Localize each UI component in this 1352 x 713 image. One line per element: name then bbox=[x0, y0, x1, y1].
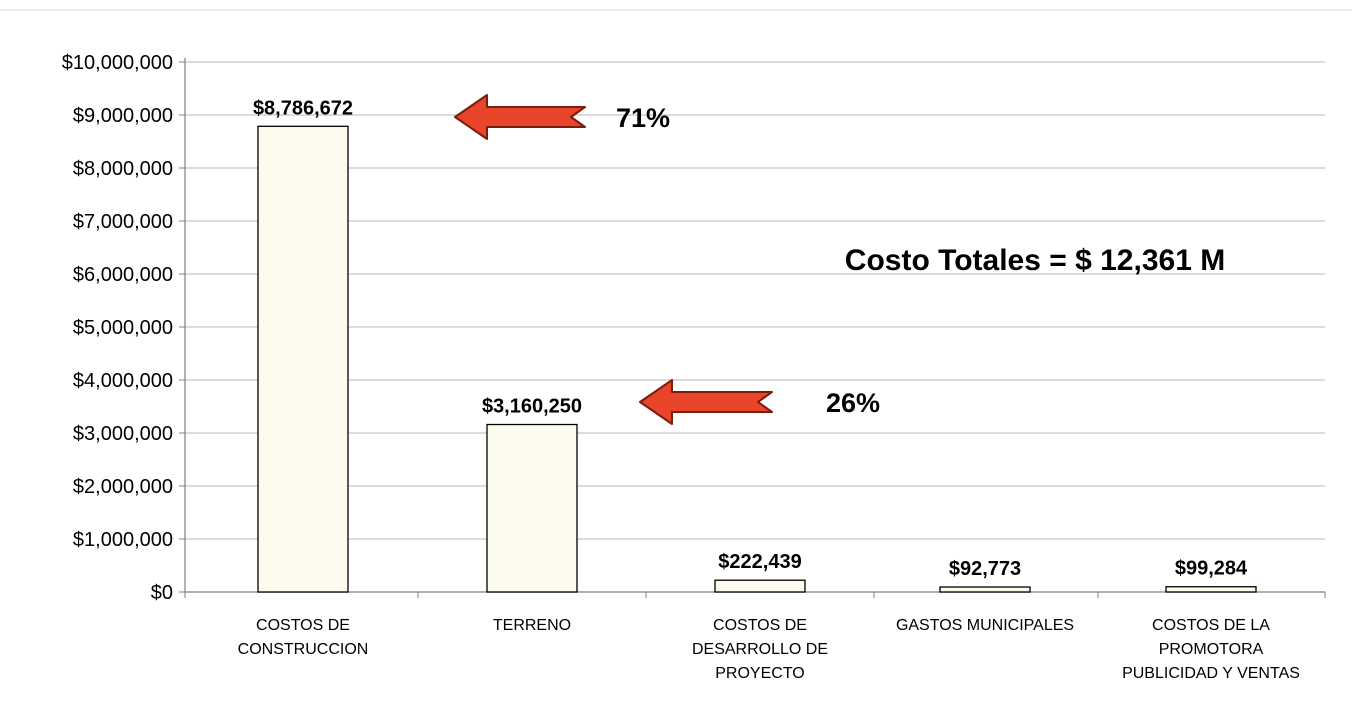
data-label: $222,439 bbox=[718, 551, 801, 573]
left-arrow-icon bbox=[454, 94, 586, 140]
x-category-label: GASTOS MUNICIPALES bbox=[896, 617, 1074, 634]
bar bbox=[939, 586, 1031, 593]
y-tick-label: $8,000,000 bbox=[73, 158, 173, 180]
data-label: $8,786,672 bbox=[253, 97, 353, 119]
x-category-label: COSTOS DE LA bbox=[1152, 617, 1270, 634]
bar bbox=[486, 423, 578, 593]
gridlines bbox=[185, 61, 1325, 540]
x-category-label: DESARROLLO DE bbox=[692, 641, 828, 658]
x-category-label: CONSTRUCCION bbox=[238, 641, 369, 658]
y-tick-label: $1,000,000 bbox=[73, 529, 173, 551]
x-category-label: PROYECTO bbox=[715, 665, 805, 682]
bar bbox=[1165, 586, 1257, 593]
y-tick-label: $6,000,000 bbox=[73, 264, 173, 286]
x-category-label: PUBLICIDAD Y VENTAS bbox=[1122, 665, 1300, 682]
y-tick-label: $7,000,000 bbox=[73, 211, 173, 233]
y-tick-label: $9,000,000 bbox=[73, 105, 173, 127]
y-tick-label: $3,000,000 bbox=[73, 423, 173, 445]
data-label: $3,160,250 bbox=[482, 396, 582, 418]
y-tick-label: $2,000,000 bbox=[73, 476, 173, 498]
bar bbox=[257, 125, 349, 593]
percent-label: 26% bbox=[826, 388, 880, 418]
x-category-label: PROMOTORA bbox=[1159, 641, 1264, 658]
y-tick-label: $5,000,000 bbox=[73, 317, 173, 339]
x-category-label: TERRENO bbox=[493, 617, 571, 634]
data-label: $99,284 bbox=[1175, 558, 1248, 580]
x-category-label: COSTOS DE bbox=[256, 617, 350, 634]
x-category-label: COSTOS DE bbox=[713, 617, 807, 634]
data-label: $92,773 bbox=[949, 558, 1021, 580]
y-tick-label: $4,000,000 bbox=[73, 370, 173, 392]
y-tick-label: $0 bbox=[151, 582, 173, 604]
y-tick-label: $10,000,000 bbox=[62, 52, 173, 74]
left-arrow-icon bbox=[639, 379, 773, 425]
bar bbox=[714, 579, 806, 593]
total-cost-annotation: Costo Totales = $ 12,361 M bbox=[845, 244, 1225, 277]
axes bbox=[179, 58, 1326, 598]
annotations: Costo Totales = $ 12,361 M 71% 26% bbox=[454, 94, 1225, 425]
percent-label: 71% bbox=[616, 103, 670, 133]
labels: $0 $1,000,000 $2,000,000 $3,000,000 $4,000,0… bbox=[62, 52, 1300, 682]
bars bbox=[257, 125, 1257, 593]
